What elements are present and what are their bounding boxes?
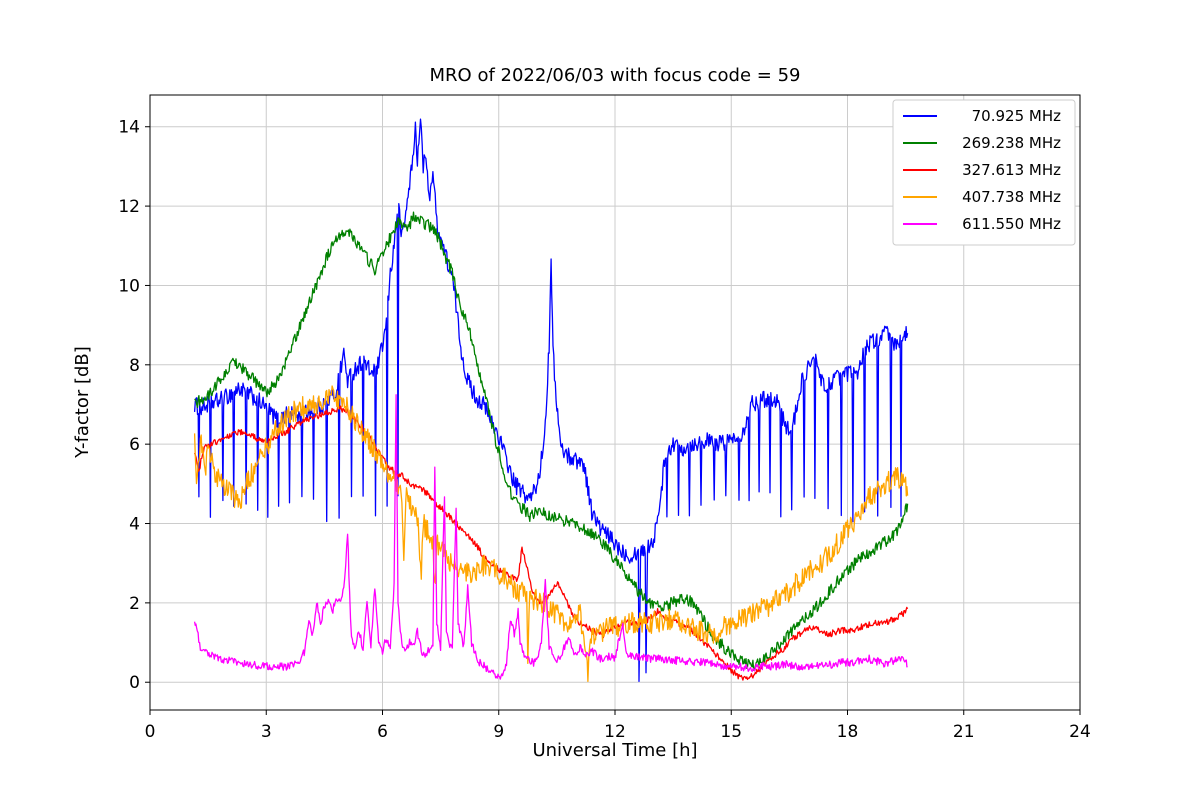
x-tick-label: 0 [145,722,156,742]
legend-label: 269.238 MHz [962,134,1061,152]
x-tick-label: 24 [1069,722,1091,742]
chart-title: MRO of 2022/06/03 with focus code = 59 [430,65,801,86]
legend: 70.925 MHz 269.238 MHz 327.613 MHz 407.738 … [892,99,1076,246]
y-tick-label: 0 [129,673,140,693]
series-line-4 [193,394,908,680]
legend-label: 407.738 MHz [962,188,1061,206]
legend-label: 611.550 MHz [962,215,1061,233]
legend-label: 70.925 MHz [972,107,1061,125]
x-tick-label: 12 [604,722,626,742]
y-axis-label: Y-factor [dB] [72,346,93,459]
grid-layer [149,95,1081,710]
x-tick-label: 18 [837,722,859,742]
y-tick-label: 10 [118,276,140,296]
y-tick-label: 2 [129,594,140,614]
x-tick-label: 3 [261,722,272,742]
legend-label: 327.613 MHz [962,161,1061,179]
x-axis-label: Universal Time [h] [532,740,697,761]
series-line-3 [193,385,909,683]
series-line-0 [193,118,909,683]
x-tick-label: 15 [720,722,742,742]
legend-box [892,99,1076,246]
y-tick-label: 8 [129,356,140,376]
series-line-2 [193,405,909,681]
x-tick-label: 21 [953,722,975,742]
y-tick-label: 12 [118,197,140,217]
y-tick-label: 14 [118,118,140,138]
y-tick-label: 4 [129,515,140,535]
series-line-1 [194,211,909,672]
y-tick-label: 6 [129,435,140,455]
series-layer [193,118,909,683]
x-tick-label: 6 [377,722,388,742]
x-tick-label: 9 [493,722,504,742]
